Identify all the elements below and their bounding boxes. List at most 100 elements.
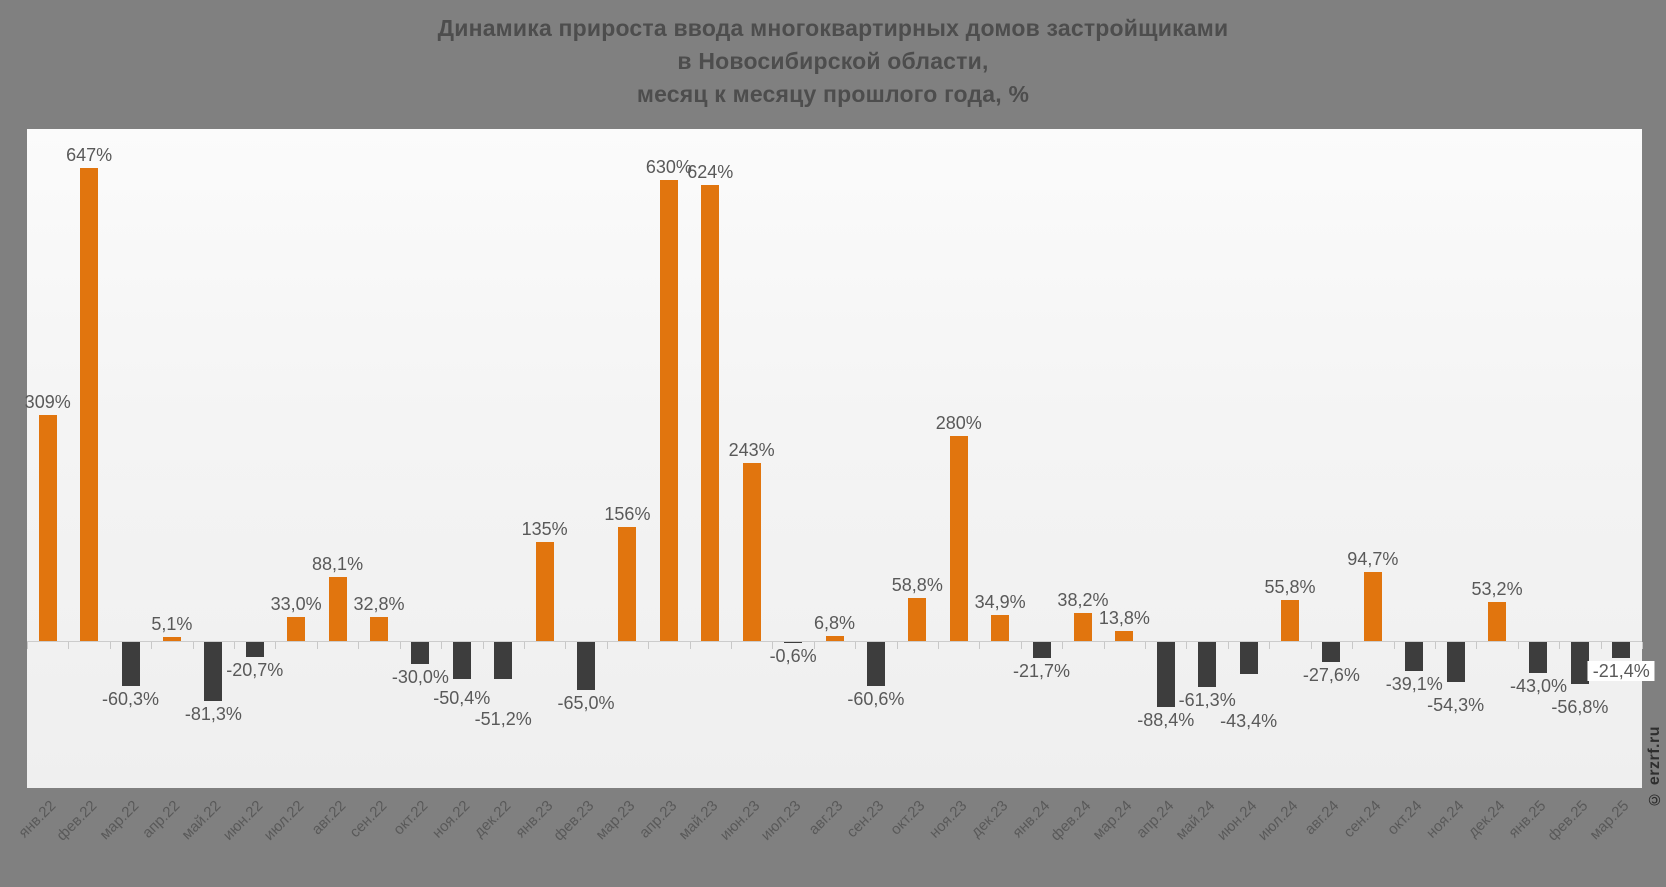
bar bbox=[1115, 630, 1134, 641]
value-label: 5,1% bbox=[151, 614, 193, 635]
bar bbox=[162, 637, 181, 641]
axis-tick bbox=[690, 642, 691, 649]
bar bbox=[1322, 642, 1341, 663]
x-axis-label: май.23 bbox=[675, 797, 722, 844]
x-axis-label: янв.23 bbox=[511, 797, 556, 842]
x-axis-label: май.24 bbox=[1172, 797, 1219, 844]
bar bbox=[38, 415, 57, 641]
axis-tick bbox=[855, 642, 856, 649]
axis-tick bbox=[1269, 642, 1270, 649]
value-label: -30,0% bbox=[391, 666, 449, 687]
bar bbox=[1032, 642, 1051, 658]
bar bbox=[1198, 642, 1217, 687]
bar bbox=[494, 642, 513, 680]
x-axis-label: мар.23 bbox=[592, 797, 639, 844]
bar bbox=[121, 642, 140, 687]
x-axis-label: июн.24 bbox=[1213, 797, 1260, 844]
bar bbox=[784, 642, 803, 643]
axis-tick bbox=[358, 642, 359, 649]
axis-tick bbox=[441, 642, 442, 649]
x-axis-label: апр.22 bbox=[138, 797, 184, 842]
axis-tick bbox=[772, 642, 773, 649]
chart-title-line: в Новосибирской области, bbox=[677, 48, 989, 74]
x-axis-label: янв.24 bbox=[1008, 797, 1053, 842]
value-label: -88,4% bbox=[1137, 709, 1195, 730]
x-axis-label: авг.24 bbox=[1301, 797, 1343, 839]
axis-tick bbox=[979, 642, 980, 649]
value-label: -60,3% bbox=[101, 689, 160, 710]
bar bbox=[577, 642, 596, 690]
axis-tick bbox=[607, 642, 608, 649]
axis-tick bbox=[1352, 642, 1353, 649]
value-label: -0,6% bbox=[769, 646, 817, 666]
bar bbox=[287, 616, 306, 641]
bar bbox=[1529, 642, 1548, 674]
value-label: -21,4% bbox=[1587, 660, 1655, 681]
x-axis-label: июн.22 bbox=[219, 797, 267, 844]
chart-title-line: месяц к месяцу прошлого года, % bbox=[636, 81, 1030, 107]
bar bbox=[1073, 613, 1092, 641]
value-label: 33,0% bbox=[270, 593, 322, 614]
axis-tick bbox=[1642, 642, 1643, 649]
value-label: -27,6% bbox=[1302, 665, 1360, 686]
bar bbox=[411, 642, 430, 664]
value-label: 630% bbox=[645, 157, 692, 178]
axis-tick bbox=[317, 642, 318, 649]
value-label: -43,4% bbox=[1220, 710, 1278, 731]
value-label: -61,3% bbox=[1178, 689, 1236, 710]
axis-tick bbox=[897, 642, 898, 649]
x-axis-label: ноя.23 bbox=[925, 797, 971, 842]
axis-tick bbox=[1062, 642, 1063, 649]
axis-tick bbox=[110, 642, 111, 649]
bar bbox=[1570, 642, 1589, 684]
axis-tick bbox=[524, 642, 525, 649]
value-label: -43,0% bbox=[1509, 676, 1567, 697]
value-label: 55,8% bbox=[1264, 577, 1316, 598]
bar bbox=[452, 642, 471, 679]
bar bbox=[659, 180, 678, 641]
x-axis-label: фев.23 bbox=[550, 797, 598, 845]
x-axis-label: сен.24 bbox=[1340, 797, 1385, 842]
value-label: 309% bbox=[24, 392, 71, 413]
axis-tick bbox=[648, 642, 649, 649]
bar bbox=[1239, 642, 1258, 674]
x-axis-label: окт.24 bbox=[1384, 797, 1426, 839]
value-label: 280% bbox=[935, 413, 982, 434]
value-label: 88,1% bbox=[312, 553, 364, 574]
x-axis-label: дек.23 bbox=[967, 797, 1012, 841]
watermark-source: © erzrf.ru bbox=[1646, 726, 1663, 808]
axis-tick bbox=[938, 642, 939, 649]
value-label: -21,7% bbox=[1013, 660, 1071, 681]
axis-tick bbox=[1476, 642, 1477, 649]
bar bbox=[535, 542, 554, 641]
x-axis-label: ноя.24 bbox=[1422, 797, 1467, 842]
x-axis-label: май.22 bbox=[178, 797, 225, 844]
x-axis-label: апр.23 bbox=[635, 797, 681, 842]
chart-title: Динамика прироста ввода многоквартирных … bbox=[0, 12, 1666, 111]
x-axis-label: окт.23 bbox=[887, 797, 929, 839]
axis-tick bbox=[1021, 642, 1022, 649]
value-label: 624% bbox=[687, 161, 734, 182]
value-label: 38,2% bbox=[1057, 590, 1109, 611]
x-axis-label: фев.25 bbox=[1544, 797, 1592, 845]
bar bbox=[328, 576, 347, 641]
value-label: -81,3% bbox=[184, 704, 242, 725]
value-label: 156% bbox=[604, 503, 651, 524]
value-label: 34,9% bbox=[974, 592, 1026, 613]
axis-tick bbox=[1518, 642, 1519, 649]
x-axis-label: апр.24 bbox=[1132, 797, 1178, 842]
x-axis-label: дек.22 bbox=[471, 797, 515, 841]
bar bbox=[1446, 642, 1465, 682]
plot-area: 309% 647% -60,3% 5,1% -81,3% -20,7% 33,0% 88,1%… bbox=[24, 129, 1655, 788]
bar bbox=[1156, 642, 1175, 707]
x-axis-label: янв.25 bbox=[1505, 797, 1550, 842]
axis-tick bbox=[483, 642, 484, 649]
bar bbox=[618, 526, 637, 641]
axis-tick bbox=[234, 642, 235, 649]
value-label: 6,8% bbox=[813, 613, 856, 634]
x-axis-line bbox=[27, 641, 1642, 642]
bar bbox=[1405, 642, 1424, 671]
chart-title-line: Динамика прироста ввода многоквартирных … bbox=[437, 15, 1229, 41]
x-axis-label: авг.22 bbox=[307, 797, 349, 839]
